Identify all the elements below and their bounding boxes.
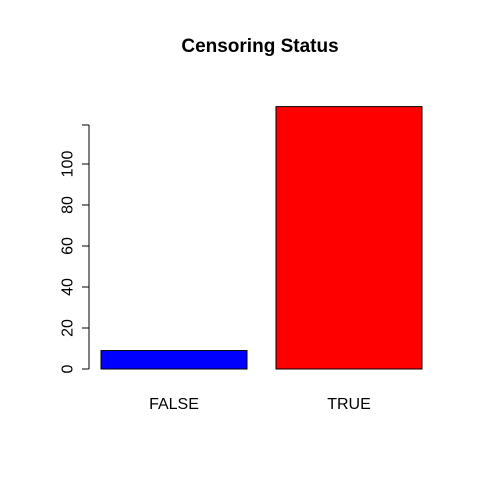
x-category-label: FALSE <box>149 396 199 413</box>
x-category-label: TRUE <box>327 396 371 413</box>
bar-true <box>276 107 422 369</box>
y-tick-label: 20 <box>60 319 77 337</box>
bars <box>101 107 422 369</box>
y-tick-label: 80 <box>60 196 77 214</box>
y-tick-label: 40 <box>60 278 77 296</box>
chart-title: Censoring Status <box>181 36 338 57</box>
y-axis: 0 20 40 60 80 100 <box>60 125 89 373</box>
x-axis-labels: FALSE TRUE <box>149 396 371 413</box>
y-tick-label: 60 <box>60 237 77 255</box>
y-tick-label: 0 <box>60 364 77 373</box>
y-tick-label: 100 <box>60 151 77 178</box>
bar-false <box>101 351 247 369</box>
